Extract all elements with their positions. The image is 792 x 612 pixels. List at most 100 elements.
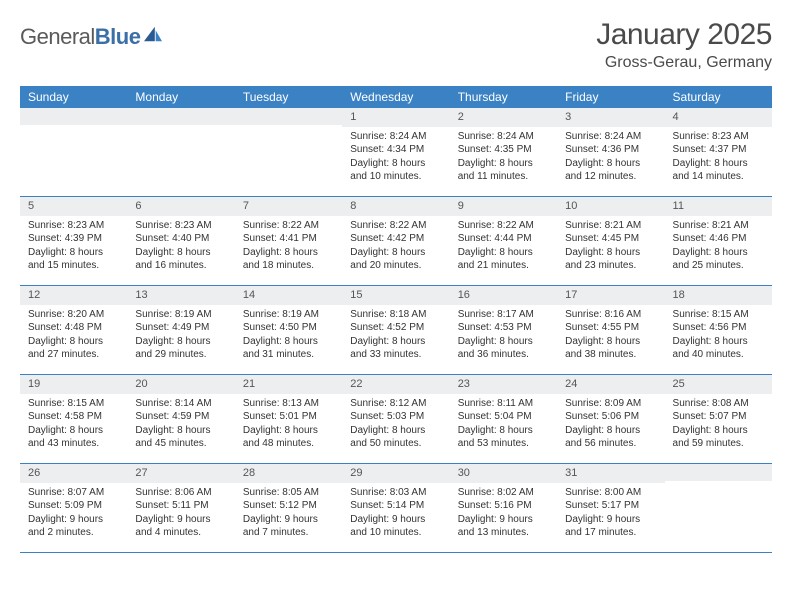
day-cell: 9Sunrise: 8:22 AMSunset: 4:44 PMDaylight… (450, 197, 557, 285)
sunset-line: Sunset: 5:06 PM (565, 410, 656, 424)
day-cell (20, 108, 127, 196)
sunrise-line: Sunrise: 8:07 AM (28, 486, 119, 500)
day-header-fri: Friday (557, 86, 664, 108)
daylight-line1: Daylight: 8 hours (350, 246, 441, 260)
day-body (20, 125, 127, 185)
sunset-line: Sunset: 4:41 PM (243, 232, 334, 246)
day-cell: 19Sunrise: 8:15 AMSunset: 4:58 PMDayligh… (20, 375, 127, 463)
daylight-line1: Daylight: 8 hours (673, 246, 764, 260)
sunset-line: Sunset: 5:12 PM (243, 499, 334, 513)
day-number (127, 108, 234, 125)
daylight-line2: and 36 minutes. (458, 348, 549, 362)
daylight-line1: Daylight: 9 hours (135, 513, 226, 527)
sunset-line: Sunset: 4:34 PM (350, 143, 441, 157)
day-cell: 21Sunrise: 8:13 AMSunset: 5:01 PMDayligh… (235, 375, 342, 463)
day-body: Sunrise: 8:17 AMSunset: 4:53 PMDaylight:… (450, 305, 557, 366)
day-body: Sunrise: 8:12 AMSunset: 5:03 PMDaylight:… (342, 394, 449, 455)
daylight-line1: Daylight: 8 hours (28, 335, 119, 349)
day-cell: 15Sunrise: 8:18 AMSunset: 4:52 PMDayligh… (342, 286, 449, 374)
sunset-line: Sunset: 4:56 PM (673, 321, 764, 335)
sunrise-line: Sunrise: 8:13 AM (243, 397, 334, 411)
day-number: 16 (450, 286, 557, 305)
day-body: Sunrise: 8:22 AMSunset: 4:44 PMDaylight:… (450, 216, 557, 277)
day-number (20, 108, 127, 125)
day-body: Sunrise: 8:23 AMSunset: 4:40 PMDaylight:… (127, 216, 234, 277)
day-cell: 30Sunrise: 8:02 AMSunset: 5:16 PMDayligh… (450, 464, 557, 552)
day-number: 3 (557, 108, 664, 127)
sunrise-line: Sunrise: 8:24 AM (565, 130, 656, 144)
sunset-line: Sunset: 4:55 PM (565, 321, 656, 335)
daylight-line1: Daylight: 8 hours (135, 246, 226, 260)
day-cell: 8Sunrise: 8:22 AMSunset: 4:42 PMDaylight… (342, 197, 449, 285)
day-body: Sunrise: 8:24 AMSunset: 4:34 PMDaylight:… (342, 127, 449, 188)
daylight-line1: Daylight: 9 hours (350, 513, 441, 527)
day-header-row: Sunday Monday Tuesday Wednesday Thursday… (20, 86, 772, 108)
sunrise-line: Sunrise: 8:18 AM (350, 308, 441, 322)
day-cell: 28Sunrise: 8:05 AMSunset: 5:12 PMDayligh… (235, 464, 342, 552)
sunset-line: Sunset: 5:09 PM (28, 499, 119, 513)
day-body: Sunrise: 8:22 AMSunset: 4:41 PMDaylight:… (235, 216, 342, 277)
day-cell: 3Sunrise: 8:24 AMSunset: 4:36 PMDaylight… (557, 108, 664, 196)
daylight-line2: and 43 minutes. (28, 437, 119, 451)
day-body: Sunrise: 8:24 AMSunset: 4:35 PMDaylight:… (450, 127, 557, 188)
day-body: Sunrise: 8:19 AMSunset: 4:50 PMDaylight:… (235, 305, 342, 366)
sunrise-line: Sunrise: 8:19 AM (135, 308, 226, 322)
day-number: 14 (235, 286, 342, 305)
sunset-line: Sunset: 4:53 PM (458, 321, 549, 335)
sunset-line: Sunset: 4:42 PM (350, 232, 441, 246)
day-number: 23 (450, 375, 557, 394)
day-number: 2 (450, 108, 557, 127)
daylight-line1: Daylight: 8 hours (28, 424, 119, 438)
day-body: Sunrise: 8:00 AMSunset: 5:17 PMDaylight:… (557, 483, 664, 544)
sunrise-line: Sunrise: 8:02 AM (458, 486, 549, 500)
day-number: 1 (342, 108, 449, 127)
day-cell: 26Sunrise: 8:07 AMSunset: 5:09 PMDayligh… (20, 464, 127, 552)
day-cell: 16Sunrise: 8:17 AMSunset: 4:53 PMDayligh… (450, 286, 557, 374)
day-body: Sunrise: 8:23 AMSunset: 4:39 PMDaylight:… (20, 216, 127, 277)
day-body: Sunrise: 8:20 AMSunset: 4:48 PMDaylight:… (20, 305, 127, 366)
day-body: Sunrise: 8:15 AMSunset: 4:58 PMDaylight:… (20, 394, 127, 455)
day-number: 6 (127, 197, 234, 216)
sunset-line: Sunset: 5:17 PM (565, 499, 656, 513)
day-body: Sunrise: 8:05 AMSunset: 5:12 PMDaylight:… (235, 483, 342, 544)
title-block: January 2025 Gross-Gerau, Germany (596, 18, 772, 72)
sunrise-line: Sunrise: 8:17 AM (458, 308, 549, 322)
day-cell: 7Sunrise: 8:22 AMSunset: 4:41 PMDaylight… (235, 197, 342, 285)
day-number: 21 (235, 375, 342, 394)
daylight-line1: Daylight: 8 hours (350, 424, 441, 438)
daylight-line2: and 15 minutes. (28, 259, 119, 273)
daylight-line2: and 16 minutes. (135, 259, 226, 273)
sunrise-line: Sunrise: 8:19 AM (243, 308, 334, 322)
day-header-wed: Wednesday (342, 86, 449, 108)
sunset-line: Sunset: 5:03 PM (350, 410, 441, 424)
sunset-line: Sunset: 4:44 PM (458, 232, 549, 246)
day-number: 25 (665, 375, 772, 394)
day-number: 13 (127, 286, 234, 305)
logo-text: GeneralBlue (20, 24, 140, 50)
daylight-line2: and 18 minutes. (243, 259, 334, 273)
sunset-line: Sunset: 4:48 PM (28, 321, 119, 335)
day-body: Sunrise: 8:13 AMSunset: 5:01 PMDaylight:… (235, 394, 342, 455)
sunrise-line: Sunrise: 8:09 AM (565, 397, 656, 411)
day-number: 26 (20, 464, 127, 483)
daylight-line2: and 23 minutes. (565, 259, 656, 273)
day-number: 7 (235, 197, 342, 216)
day-number: 5 (20, 197, 127, 216)
day-cell: 10Sunrise: 8:21 AMSunset: 4:45 PMDayligh… (557, 197, 664, 285)
sunrise-line: Sunrise: 8:23 AM (673, 130, 764, 144)
sunset-line: Sunset: 5:14 PM (350, 499, 441, 513)
sunrise-line: Sunrise: 8:08 AM (673, 397, 764, 411)
day-body: Sunrise: 8:19 AMSunset: 4:49 PMDaylight:… (127, 305, 234, 366)
day-cell: 2Sunrise: 8:24 AMSunset: 4:35 PMDaylight… (450, 108, 557, 196)
day-number: 8 (342, 197, 449, 216)
day-cell: 23Sunrise: 8:11 AMSunset: 5:04 PMDayligh… (450, 375, 557, 463)
day-number: 10 (557, 197, 664, 216)
day-number: 4 (665, 108, 772, 127)
week-row: 1Sunrise: 8:24 AMSunset: 4:34 PMDaylight… (20, 108, 772, 197)
day-body: Sunrise: 8:18 AMSunset: 4:52 PMDaylight:… (342, 305, 449, 366)
day-body: Sunrise: 8:14 AMSunset: 4:59 PMDaylight:… (127, 394, 234, 455)
day-number: 15 (342, 286, 449, 305)
sunrise-line: Sunrise: 8:22 AM (243, 219, 334, 233)
day-number (665, 464, 772, 481)
month-title: January 2025 (596, 18, 772, 52)
